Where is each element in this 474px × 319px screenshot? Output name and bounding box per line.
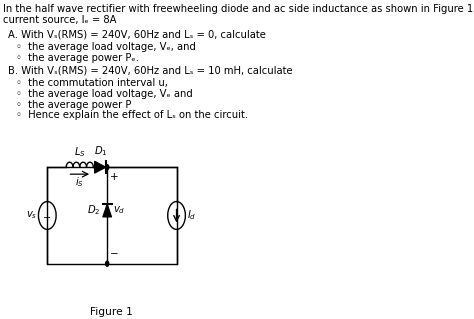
Text: ◦  Hence explain the effect of Lₛ on the circuit.: ◦ Hence explain the effect of Lₛ on the … xyxy=(17,110,248,121)
Text: ◦  the commutation interval u,: ◦ the commutation interval u, xyxy=(17,78,168,88)
Text: Figure 1: Figure 1 xyxy=(91,307,133,316)
Text: $v_d$: $v_d$ xyxy=(113,204,125,216)
Text: ◦  the average power P: ◦ the average power P xyxy=(17,100,132,109)
Text: $D_2$: $D_2$ xyxy=(88,204,101,217)
Polygon shape xyxy=(103,204,111,217)
Text: +: + xyxy=(109,172,118,182)
Circle shape xyxy=(106,261,109,266)
Circle shape xyxy=(106,165,109,170)
Text: $i_S$: $i_S$ xyxy=(75,175,84,189)
Text: In the half wave rectifier with freewheeling diode and ac side inductance as sho: In the half wave rectifier with freewhee… xyxy=(2,4,474,14)
Text: ◦  the average load voltage, Vₑ and: ◦ the average load voltage, Vₑ and xyxy=(17,89,193,99)
Text: ◦  the average load voltage, Vₑ, and: ◦ the average load voltage, Vₑ, and xyxy=(17,42,196,52)
Text: $v_s$: $v_s$ xyxy=(26,210,37,221)
Text: −: − xyxy=(109,249,118,259)
Text: B. With Vₛ(RMS) = 240V, 60Hz and Lₛ = 10 mH, calculate: B. With Vₛ(RMS) = 240V, 60Hz and Lₛ = 10… xyxy=(8,66,292,76)
Text: $I_d$: $I_d$ xyxy=(187,209,197,222)
Text: A. With Vₛ(RMS) = 240V, 60Hz and Lₛ = 0, calculate: A. With Vₛ(RMS) = 240V, 60Hz and Lₛ = 0,… xyxy=(8,30,265,40)
Text: ◦  the average power Pₑ.: ◦ the average power Pₑ. xyxy=(17,53,139,63)
Text: −: − xyxy=(43,213,51,223)
Text: $D_1$: $D_1$ xyxy=(93,145,107,158)
Text: current source, Iₑ = 8A: current source, Iₑ = 8A xyxy=(2,15,116,25)
Text: $L_S$: $L_S$ xyxy=(74,145,86,159)
Polygon shape xyxy=(95,161,106,173)
